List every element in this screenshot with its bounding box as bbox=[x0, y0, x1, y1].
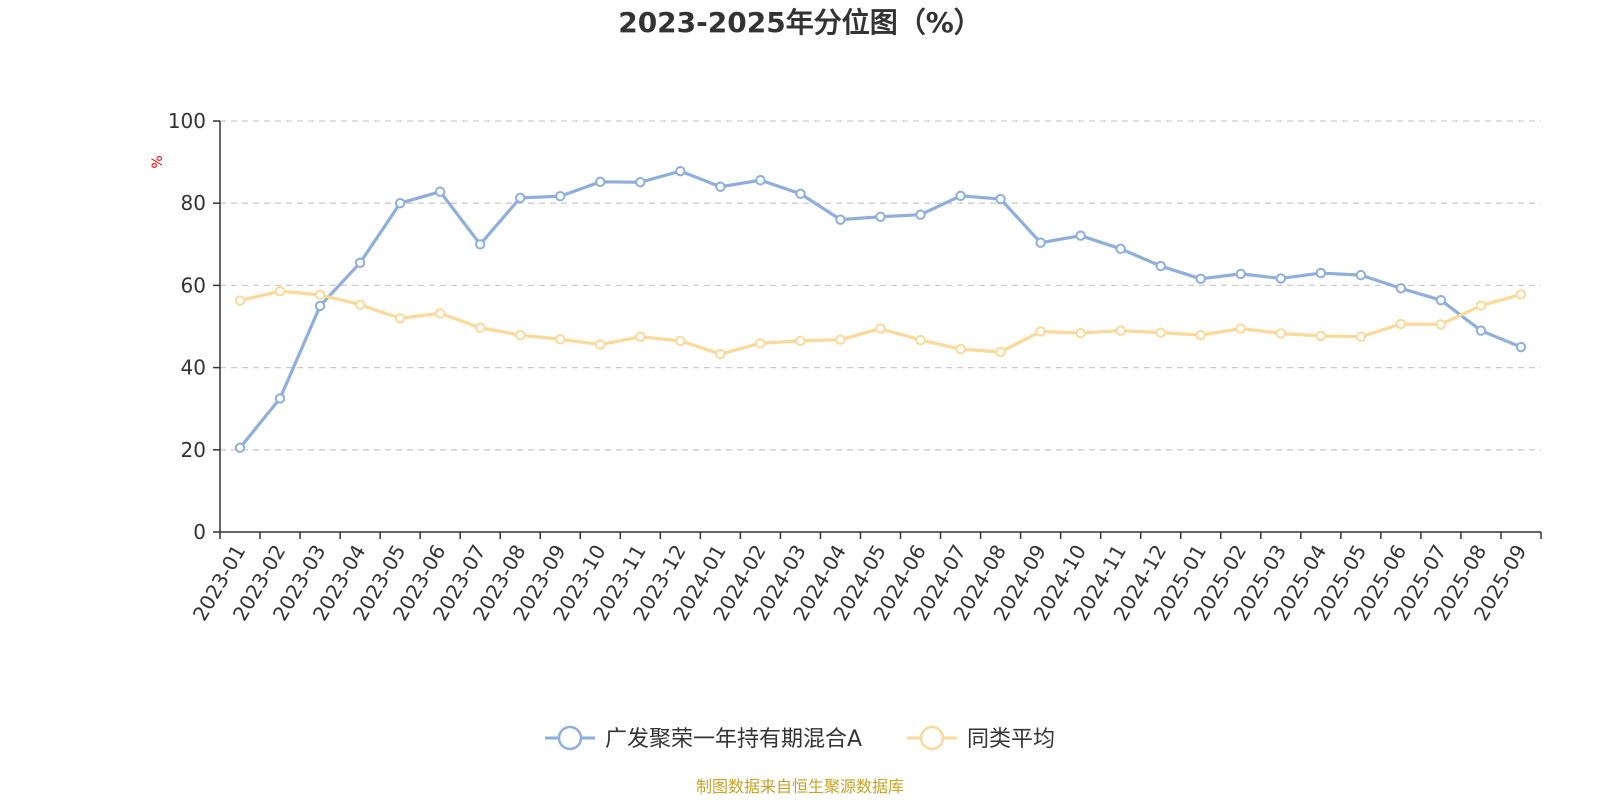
y-tick-label: 80 bbox=[181, 191, 206, 215]
data-point[interactable] bbox=[274, 393, 286, 404]
data-point[interactable] bbox=[1395, 283, 1407, 294]
data-point[interactable] bbox=[955, 343, 966, 355]
series-line bbox=[238, 289, 1523, 356]
data-point[interactable] bbox=[875, 323, 886, 334]
legend-circle-marker bbox=[557, 725, 583, 751]
data-point[interactable] bbox=[835, 214, 846, 225]
data-point[interactable] bbox=[635, 177, 646, 188]
data-point[interactable] bbox=[715, 181, 726, 192]
data-point[interactable] bbox=[1035, 237, 1046, 248]
legend-item[interactable]: 广发聚荣一年持有期混合A bbox=[545, 725, 862, 752]
data-point[interactable] bbox=[515, 329, 526, 341]
data-point[interactable] bbox=[755, 174, 766, 186]
series-1 bbox=[234, 285, 1527, 360]
data-point[interactable] bbox=[1515, 289, 1527, 300]
data-point[interactable] bbox=[715, 348, 726, 360]
data-point[interactable] bbox=[995, 193, 1006, 205]
data-point[interactable] bbox=[394, 198, 406, 209]
data-point[interactable] bbox=[1275, 273, 1287, 284]
data-point[interactable] bbox=[354, 299, 366, 310]
y-axis-unit-label: % bbox=[150, 155, 166, 168]
series-lines bbox=[234, 165, 1527, 453]
data-point[interactable] bbox=[1115, 325, 1126, 336]
y-tick-label: 20 bbox=[181, 438, 206, 462]
data-point[interactable] bbox=[595, 176, 606, 188]
data-point[interactable] bbox=[995, 346, 1006, 358]
data-point[interactable] bbox=[1435, 319, 1447, 330]
data-point[interactable] bbox=[1235, 323, 1246, 334]
data-point[interactable] bbox=[1075, 230, 1086, 241]
data-point[interactable] bbox=[1475, 325, 1487, 336]
data-point[interactable] bbox=[354, 257, 366, 268]
series-0 bbox=[234, 165, 1527, 453]
data-point[interactable] bbox=[1475, 300, 1487, 311]
data-point[interactable] bbox=[555, 191, 566, 202]
legend-label: 广发聚荣一年持有期混合A bbox=[605, 727, 862, 752]
data-source-note: 制图数据来自恒生聚源数据库 bbox=[696, 777, 904, 796]
data-point[interactable] bbox=[835, 334, 846, 345]
legend[interactable]: 广发聚荣一年持有期混合A 同类平均 bbox=[545, 725, 1055, 752]
data-point[interactable] bbox=[755, 338, 766, 349]
legend-label: 同类平均 bbox=[967, 727, 1055, 752]
y-tick-label: 0 bbox=[193, 520, 206, 544]
data-point[interactable] bbox=[314, 289, 326, 301]
data-point[interactable] bbox=[635, 331, 646, 342]
data-point[interactable] bbox=[1315, 267, 1327, 279]
data-point[interactable] bbox=[1275, 328, 1287, 339]
y-tick-label: 40 bbox=[181, 356, 206, 380]
data-point[interactable] bbox=[1395, 318, 1407, 330]
data-point[interactable] bbox=[1155, 327, 1166, 338]
data-point[interactable] bbox=[394, 313, 406, 324]
data-point[interactable] bbox=[915, 209, 926, 220]
data-point[interactable] bbox=[955, 190, 966, 202]
data-point[interactable] bbox=[1075, 327, 1086, 339]
data-point[interactable] bbox=[875, 211, 886, 222]
data-point[interactable] bbox=[1195, 273, 1206, 285]
data-point[interactable] bbox=[555, 334, 566, 345]
data-point[interactable] bbox=[675, 165, 686, 177]
legend-item[interactable]: 同类平均 bbox=[907, 725, 1055, 752]
data-point[interactable] bbox=[515, 192, 526, 204]
chart-title: 2023-2025年分位图（%） bbox=[618, 6, 982, 39]
y-tick-label: 60 bbox=[181, 273, 206, 297]
data-point[interactable] bbox=[1155, 260, 1166, 272]
data-point[interactable] bbox=[1035, 326, 1046, 337]
data-point[interactable] bbox=[434, 186, 446, 197]
data-point[interactable] bbox=[434, 308, 446, 319]
data-point[interactable] bbox=[474, 239, 486, 250]
data-point[interactable] bbox=[1195, 329, 1206, 341]
data-point[interactable] bbox=[234, 295, 246, 306]
data-point[interactable] bbox=[795, 335, 806, 347]
data-point[interactable] bbox=[1515, 341, 1527, 353]
data-point[interactable] bbox=[314, 300, 326, 312]
data-point[interactable] bbox=[234, 442, 246, 453]
legend-circle-marker bbox=[919, 725, 945, 751]
axes: 0204060801002023-012023-022023-032023-04… bbox=[168, 109, 1542, 625]
data-point[interactable] bbox=[474, 322, 486, 333]
data-point[interactable] bbox=[915, 334, 926, 346]
data-point[interactable] bbox=[595, 339, 606, 350]
data-point[interactable] bbox=[795, 188, 806, 199]
data-point[interactable] bbox=[675, 335, 686, 347]
data-point[interactable] bbox=[274, 285, 286, 297]
data-point[interactable] bbox=[1315, 330, 1327, 342]
data-point[interactable] bbox=[1355, 331, 1367, 342]
y-tick-label: 100 bbox=[168, 109, 206, 133]
data-point[interactable] bbox=[1355, 269, 1367, 281]
data-point[interactable] bbox=[1435, 294, 1447, 306]
data-point[interactable] bbox=[1235, 268, 1246, 280]
data-point[interactable] bbox=[1115, 243, 1126, 255]
gridlines bbox=[220, 120, 1541, 451]
